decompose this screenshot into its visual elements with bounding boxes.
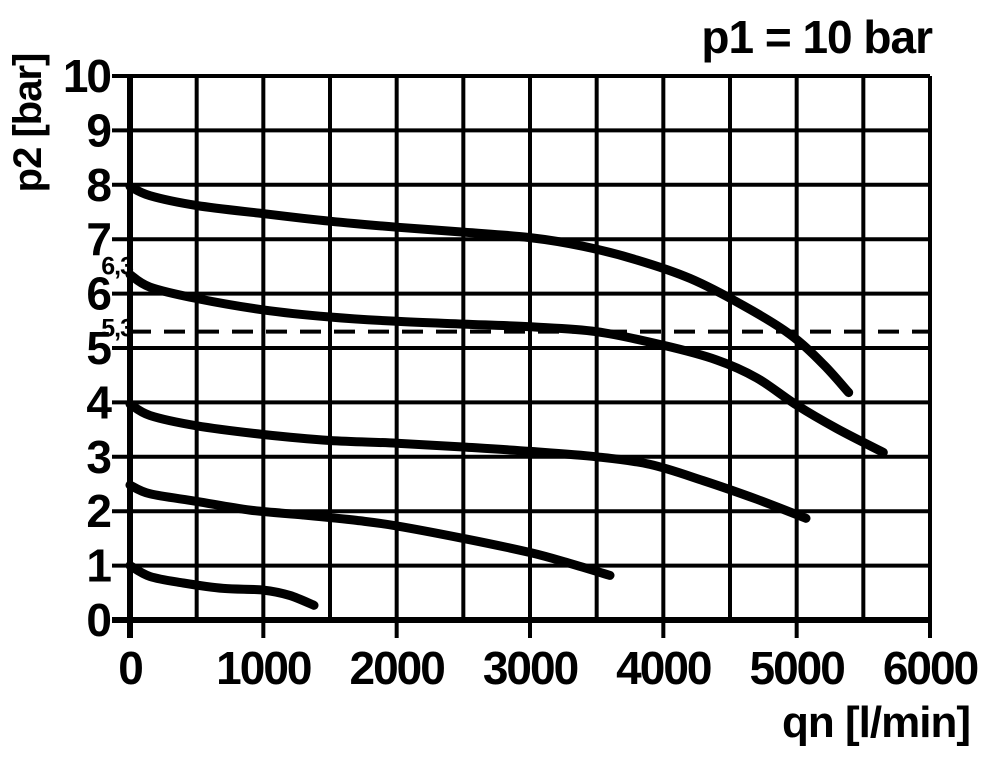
x-axis-title: qn [l/min]	[782, 698, 971, 747]
y-tick-label-10: 10	[63, 50, 111, 102]
y-tick-label-5: 5	[86, 322, 111, 374]
x-tick-label-5000: 5000	[749, 642, 844, 694]
y-tick-label-1: 1	[86, 540, 111, 592]
y-tick-label-0: 0	[86, 594, 110, 646]
curve-setpoint-2.5-bar	[125, 480, 615, 580]
y-tick-label-9: 9	[86, 104, 110, 156]
curve-setpoint-6.3-bar	[125, 270, 888, 457]
y-tick-label-3: 3	[86, 431, 110, 483]
curve-setpoint-4-bar	[125, 399, 811, 523]
x-tick-label-2000: 2000	[349, 642, 444, 694]
x-tick-label-4000: 4000	[616, 642, 711, 694]
x-tick-label-0: 0	[118, 642, 142, 694]
y-tick-label-7: 7	[86, 213, 110, 265]
y-tick-label-6,3: 6,3	[101, 252, 133, 280]
y-tick-label-4: 4	[86, 376, 112, 428]
y-axis-title: p2 [bar]	[6, 53, 50, 193]
x-tick-label-6000: 6000	[883, 642, 978, 694]
y-tick-label-2: 2	[86, 485, 110, 537]
curve-setpoint-1-bar	[125, 561, 319, 610]
curve-setpoint-8-bar	[125, 181, 854, 398]
y-tick-label-8: 8	[86, 159, 111, 211]
y-tick-label-5,3: 5,3	[101, 315, 133, 343]
chart-title: p1 = 10 bar	[701, 11, 933, 63]
x-tick-label-1000: 1000	[216, 642, 311, 694]
y-tick-label-6: 6	[86, 268, 110, 320]
x-tick-label-3000: 3000	[483, 642, 578, 694]
